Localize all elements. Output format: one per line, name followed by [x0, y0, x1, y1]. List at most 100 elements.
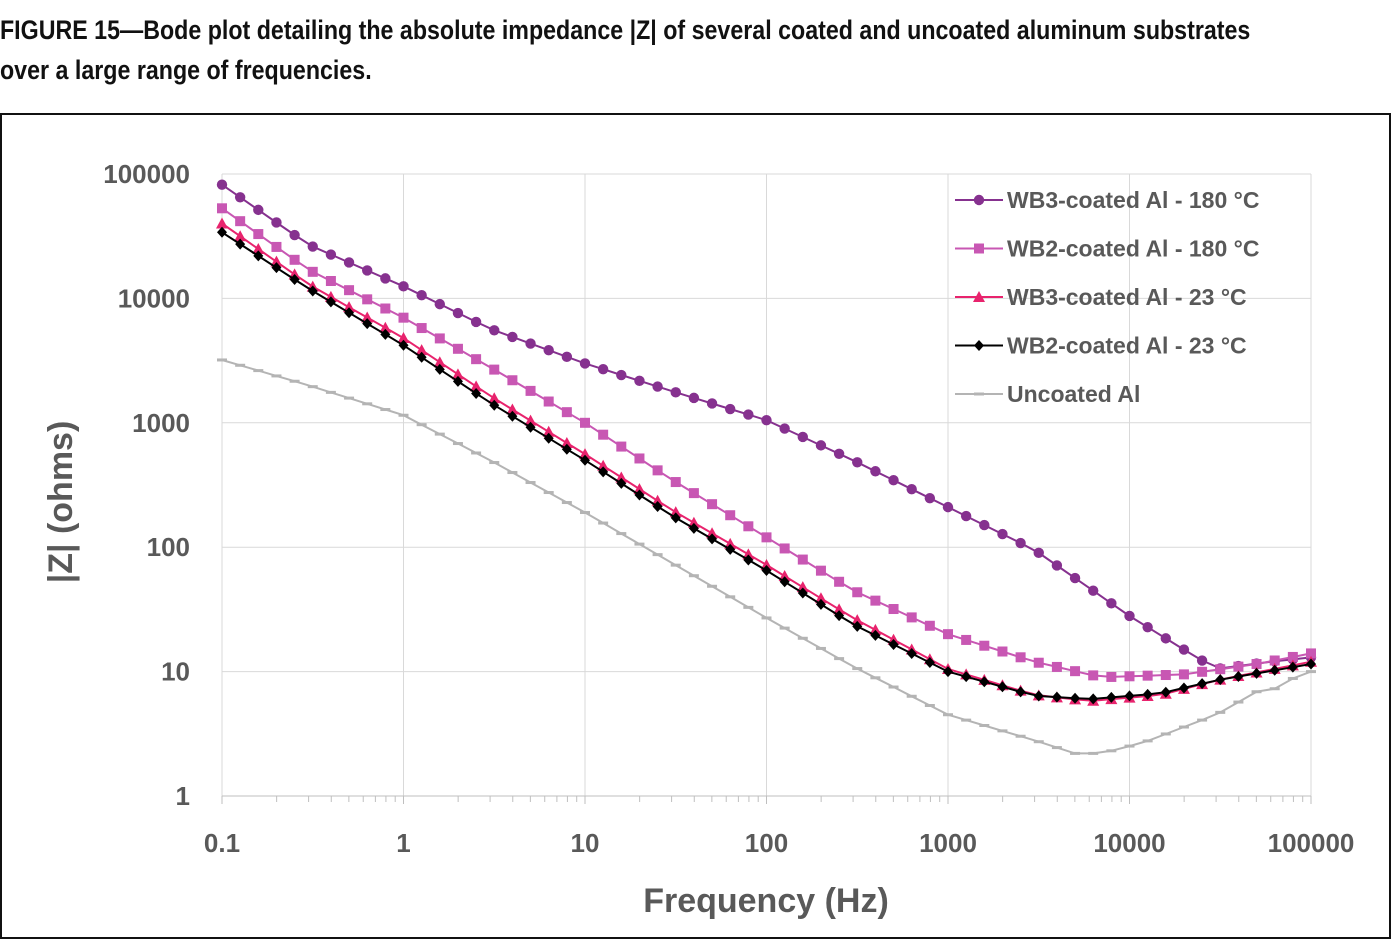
data-point	[598, 429, 609, 440]
data-point	[1106, 598, 1117, 609]
data-point	[217, 226, 227, 238]
data-point	[489, 325, 500, 336]
data-point	[580, 454, 590, 466]
legend-label: WB2-coated Al - 23 °C	[1007, 333, 1247, 359]
data-point	[397, 332, 410, 344]
data-point	[979, 676, 990, 688]
data-point	[289, 273, 300, 285]
data-point	[253, 229, 264, 240]
y-tick-label: 10000	[118, 283, 190, 313]
data-point	[706, 527, 719, 539]
data-point	[797, 431, 808, 443]
data-point	[325, 275, 336, 286]
data-point	[1160, 670, 1171, 681]
data-point	[1142, 621, 1153, 633]
data-point	[1015, 686, 1026, 698]
data-point	[760, 558, 773, 570]
data-point	[434, 298, 445, 310]
data-point	[507, 375, 518, 386]
data-point	[852, 587, 863, 598]
data-point	[452, 307, 464, 319]
legend-label: WB2-coated Al - 180 °C	[1007, 236, 1259, 262]
data-point	[579, 358, 591, 369]
data-point	[561, 407, 572, 418]
data-point	[1124, 690, 1135, 702]
data-point	[415, 344, 428, 356]
data-point	[398, 339, 409, 351]
data-point	[942, 501, 954, 513]
data-point	[1178, 669, 1189, 680]
data-point	[961, 671, 972, 683]
data-point	[325, 296, 336, 308]
data-point	[761, 564, 772, 576]
data-point	[561, 443, 572, 455]
data-point	[761, 532, 772, 543]
data-point	[416, 351, 427, 363]
data-point	[870, 629, 881, 641]
x-tick-label: 100	[745, 828, 788, 858]
data-point	[973, 194, 985, 206]
data-point	[815, 598, 826, 610]
data-point	[579, 448, 591, 460]
data-point	[488, 392, 501, 404]
data-point	[234, 230, 247, 242]
data-point	[307, 241, 318, 252]
data-point	[815, 565, 826, 576]
data-point	[743, 521, 754, 532]
y-axis-title: |Z| (ohms)	[42, 421, 80, 584]
data-point	[1215, 674, 1226, 686]
data-point	[234, 192, 246, 203]
data-point	[1306, 648, 1316, 659]
data-point	[815, 440, 827, 451]
data-point	[1051, 661, 1062, 672]
data-point	[1015, 652, 1026, 663]
data-point	[543, 396, 554, 407]
legend-label: Uncoated Al	[1007, 381, 1140, 407]
data-point	[470, 316, 482, 328]
data-point	[688, 392, 700, 404]
data-point	[670, 387, 681, 398]
data-point	[525, 338, 536, 349]
data-point	[797, 587, 808, 599]
data-point	[973, 291, 985, 302]
x-tick-label: 0.1	[204, 828, 240, 858]
data-point	[615, 471, 628, 483]
data-point	[307, 285, 318, 297]
data-point	[888, 475, 899, 486]
data-point	[1142, 670, 1153, 681]
data-point	[742, 548, 755, 560]
data-point	[1269, 655, 1280, 666]
data-point	[814, 592, 827, 604]
series-diamond	[217, 226, 1316, 705]
series-square	[217, 203, 1316, 682]
data-point	[471, 354, 482, 365]
data-point	[253, 204, 264, 216]
data-point	[1106, 671, 1117, 682]
x-tick-label: 10	[571, 828, 600, 858]
data-point	[380, 273, 391, 284]
data-point	[216, 217, 228, 229]
data-point	[943, 629, 953, 640]
data-point	[271, 262, 282, 274]
data-point	[525, 421, 536, 433]
data-point	[416, 323, 427, 334]
data-point	[997, 681, 1008, 693]
data-point	[870, 595, 881, 606]
data-point	[707, 499, 718, 510]
data-point	[743, 409, 754, 420]
legend-item: Uncoated Al	[955, 381, 1140, 407]
data-point	[688, 488, 699, 499]
data-point	[833, 603, 846, 615]
legend-item: WB2-coated Al - 23 °C	[955, 333, 1247, 359]
data-point	[1015, 537, 1026, 549]
data-point	[1287, 661, 1298, 673]
data-point	[253, 250, 264, 262]
data-point	[634, 489, 645, 501]
data-point	[507, 331, 518, 343]
data-point	[924, 657, 935, 669]
data-point	[289, 254, 300, 265]
legend: WB3-coated Al - 180 °C WB2-coated Al - 18…	[955, 187, 1259, 407]
data-point	[1160, 633, 1172, 644]
data-point	[652, 501, 663, 513]
